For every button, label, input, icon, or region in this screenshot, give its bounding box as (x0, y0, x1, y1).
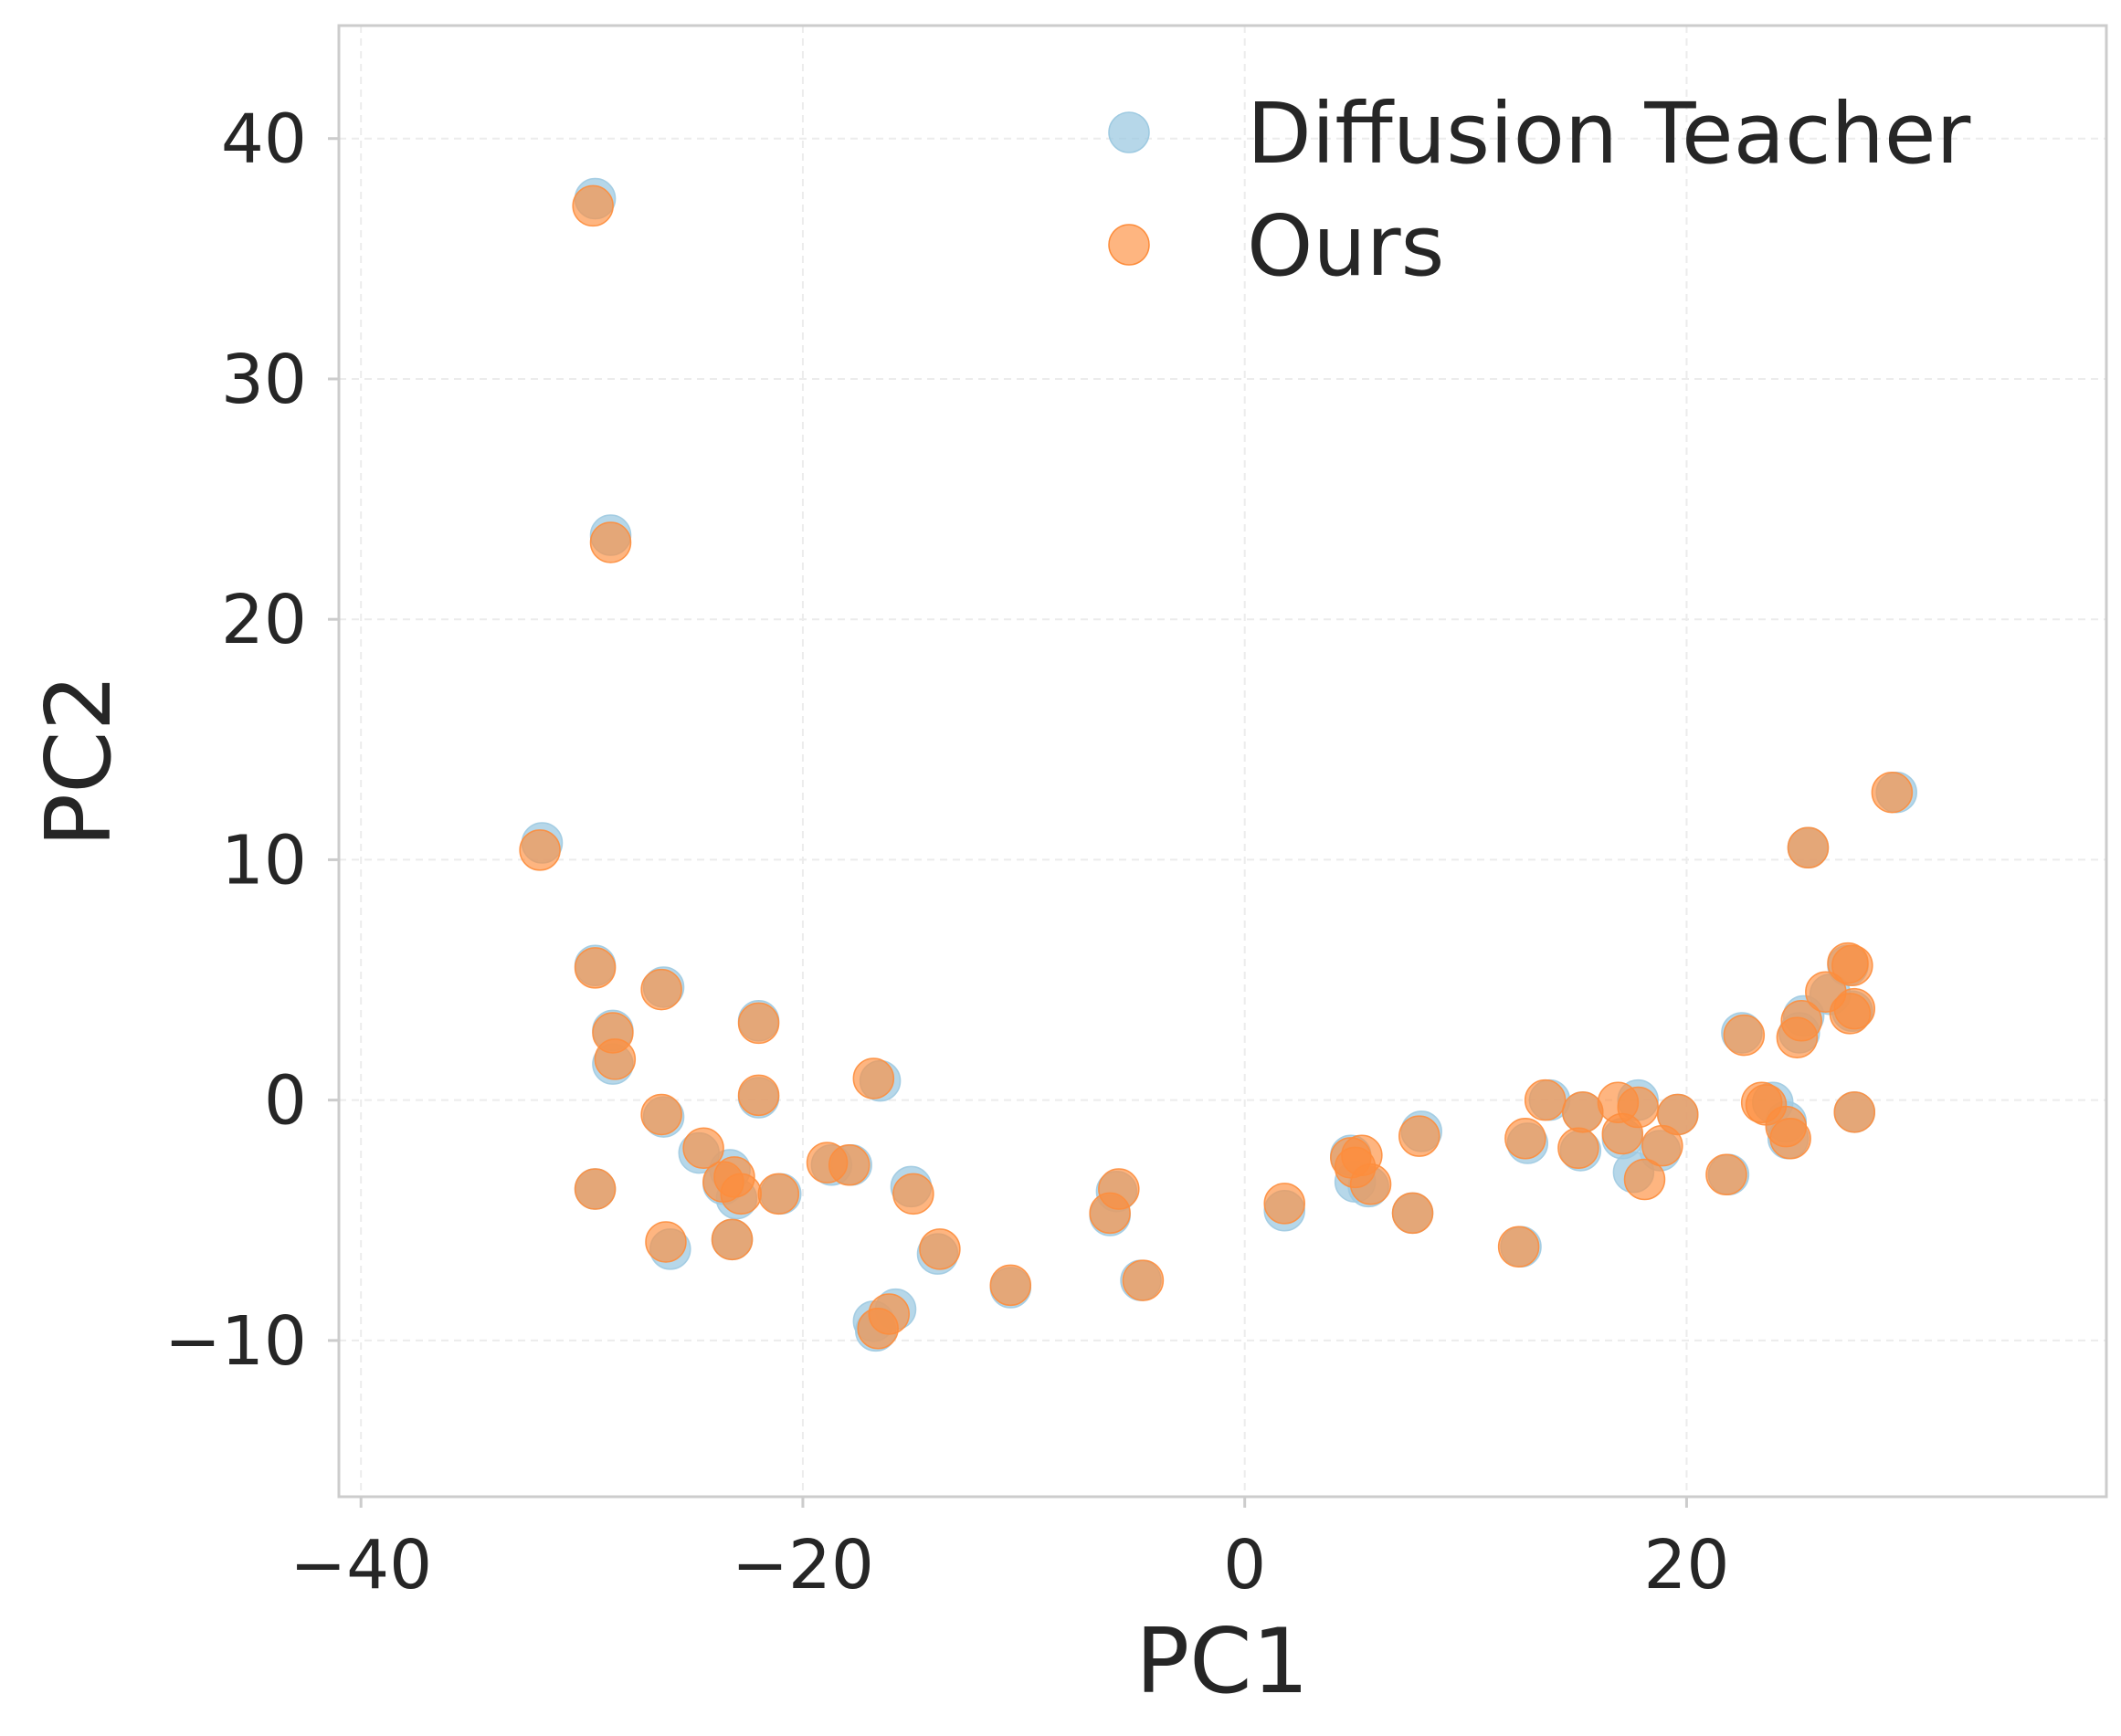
data-point (1833, 1091, 1876, 1133)
x-tick-label: −40 (290, 1526, 432, 1604)
data-point (711, 1218, 754, 1261)
y-axis-label: PC2 (27, 674, 132, 847)
legend-marker (1108, 111, 1150, 153)
data-point (640, 1093, 682, 1136)
data-point (1723, 1014, 1766, 1057)
y-tick-label: 0 (264, 1062, 307, 1141)
data-point (1504, 1118, 1546, 1160)
data-point (1122, 1259, 1165, 1301)
data-point (757, 1173, 800, 1215)
data-point (640, 968, 682, 1011)
data-point (1497, 1226, 1540, 1268)
data-point (737, 1002, 780, 1045)
data-point (1524, 1078, 1567, 1121)
data-point (1391, 1192, 1434, 1235)
data-point (519, 829, 561, 871)
data-point (1098, 1168, 1140, 1210)
data-point (1562, 1091, 1604, 1133)
data-point (1831, 944, 1873, 986)
data-point (1769, 1118, 1811, 1160)
data-point (1871, 771, 1914, 814)
data-point (1263, 1183, 1305, 1225)
y-tick-label: 40 (221, 100, 307, 179)
y-tick-label: −10 (164, 1302, 307, 1381)
data-point (720, 1173, 762, 1215)
x-tick-label: 0 (1223, 1526, 1266, 1604)
x-axis-label: PC1 (1135, 1610, 1309, 1714)
data-point (1780, 1000, 1822, 1042)
data-point (1657, 1093, 1699, 1136)
y-tick-label: 10 (221, 821, 307, 900)
data-point (1557, 1127, 1599, 1170)
data-point (1623, 1158, 1666, 1201)
x-tick-label: 20 (1643, 1526, 1729, 1604)
scatter-points (519, 177, 1917, 1352)
legend-marker (1108, 224, 1150, 266)
data-point (1787, 826, 1830, 869)
legend: Diffusion Teacher Ours (1108, 85, 1970, 295)
axis-ticks: −40 −20 0 20 −10 0 10 20 30 40 (164, 100, 1730, 1604)
data-point (737, 1074, 780, 1117)
data-point (1833, 987, 1876, 1030)
data-point (645, 1221, 687, 1263)
series-1-points (519, 184, 1914, 1350)
legend-label: Diffusion Teacher (1247, 85, 1970, 183)
data-point (572, 184, 614, 227)
data-point (589, 521, 632, 563)
data-point (892, 1173, 934, 1215)
data-point (574, 1168, 617, 1210)
data-point (682, 1127, 724, 1170)
data-point (919, 1228, 961, 1270)
data-point (1398, 1115, 1440, 1157)
legend-label: Ours (1247, 197, 1444, 295)
data-point (989, 1264, 1032, 1307)
y-tick-label: 30 (221, 341, 307, 419)
data-point (868, 1293, 911, 1335)
data-point (594, 1038, 637, 1080)
plot-area-border (337, 24, 2108, 1499)
data-point (852, 1057, 895, 1099)
data-point (574, 947, 617, 989)
data-point (1349, 1163, 1392, 1205)
data-point (1617, 1086, 1659, 1129)
data-point (1705, 1153, 1747, 1196)
y-tick-label: 20 (221, 581, 307, 659)
data-point (828, 1143, 871, 1186)
x-tick-label: −20 (732, 1526, 874, 1604)
